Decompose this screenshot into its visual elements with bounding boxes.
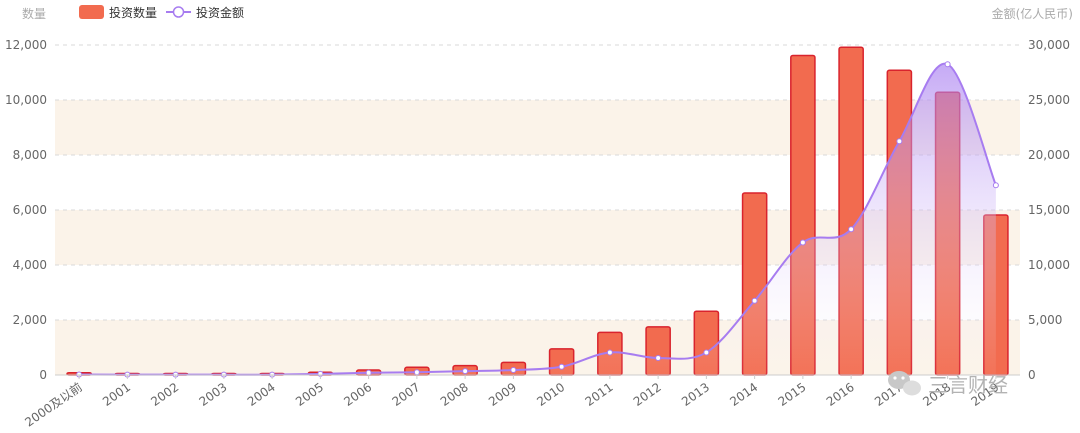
x-tick-label: 2009: [486, 380, 519, 409]
y-axis-left: 0 2,000 4,000 6,000 8,000 10,000 12,000: [5, 38, 47, 382]
legend-bar-label: 投资数量: [109, 5, 157, 20]
legend-item-bar[interactable]: 投资数量: [79, 5, 157, 20]
y-right-tick-label: 10,000: [1028, 258, 1070, 272]
y-right-tick-label: 15,000: [1028, 203, 1070, 217]
line-point: [510, 367, 517, 374]
x-tick-label: 2010: [534, 380, 567, 409]
line-point: [848, 226, 855, 233]
x-tick-label: 2003: [197, 380, 230, 409]
line-point: [462, 368, 469, 375]
x-tick-label: 2014: [727, 380, 760, 409]
gridlines: [55, 44, 1020, 376]
legend-item-line[interactable]: 投资金额: [166, 5, 244, 20]
legend: 投资数量 投资金额: [79, 5, 244, 20]
watermark: 三言财经: [888, 371, 1008, 397]
x-tick-label: 2000及以前: [22, 379, 85, 429]
y-right-tick-label: 0: [1028, 368, 1036, 382]
wechat-icon: [888, 371, 921, 396]
line-point: [413, 369, 420, 376]
legend-line-marker: [172, 6, 185, 18]
x-tick-label: 2006: [341, 380, 374, 409]
line-point: [655, 354, 662, 361]
watermark-text: 三言财经: [928, 373, 1008, 397]
line-area-fill: [79, 63, 996, 375]
x-tick-label: 2013: [679, 380, 712, 409]
x-tick-label: 2001: [100, 380, 133, 409]
y-right-tick-label: 20,000: [1028, 148, 1070, 162]
y-right-tick-label: 25,000: [1028, 93, 1070, 107]
x-axis: 2000及以前 2001 2002 2003 2004 2005 2006 2007 2008 2…: [22, 374, 1020, 430]
y-left-tick-label: 2,000: [13, 313, 47, 327]
x-tick-label: 2008: [438, 380, 471, 409]
line-point: [558, 363, 565, 370]
y-right-tick-label: 30,000: [1028, 38, 1070, 52]
x-tick-label: 2005: [293, 380, 326, 409]
line-point: [896, 138, 903, 145]
y-left-tick-label: 6,000: [13, 203, 47, 217]
y-left-tick-label: 0: [39, 368, 47, 382]
legend-line-label: 投资金额: [196, 5, 244, 20]
x-tick-label: 2015: [776, 380, 809, 409]
x-tick-label: 2007: [390, 380, 423, 409]
line-point: [944, 61, 951, 68]
y-axis-left-name: 数量: [22, 6, 46, 21]
line-point: [992, 182, 999, 189]
line-point: [751, 297, 758, 304]
y-right-tick-label: 5,000: [1028, 313, 1062, 327]
background-band: [55, 100, 1020, 155]
legend-bar-swatch: [79, 5, 104, 19]
y-left-tick-label: 4,000: [13, 258, 47, 272]
y-left-tick-label: 10,000: [5, 93, 47, 107]
x-tick-label: 2016: [824, 380, 857, 409]
line-point: [606, 349, 613, 356]
x-tick-label: 2004: [245, 380, 278, 409]
x-tick-label: 2002: [148, 380, 181, 409]
y-axis-right: 0 5,000 10,000 15,000 20,000 25,000 30,000: [1028, 38, 1070, 382]
x-tick-label: 2011: [583, 380, 616, 409]
y-left-tick-label: 12,000: [5, 38, 47, 52]
y-axis-right-name: 金额(亿人民币): [992, 6, 1073, 21]
area-series-investment-amount: [79, 63, 996, 375]
line-point: [703, 349, 710, 356]
x-tick-label: 2012: [631, 380, 664, 409]
line-point: [799, 239, 806, 246]
y-left-tick-label: 8,000: [13, 148, 47, 162]
line-points: [76, 61, 999, 378]
